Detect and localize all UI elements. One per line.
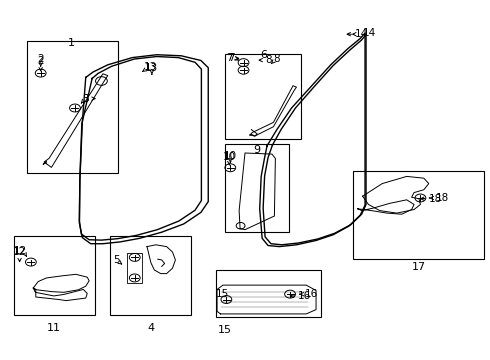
Text: 3: 3: [82, 94, 89, 104]
Bar: [353, 171, 484, 259]
Text: 6: 6: [260, 50, 267, 60]
Bar: [216, 270, 321, 317]
Text: 5: 5: [113, 255, 120, 265]
Text: 2: 2: [37, 56, 44, 66]
Text: 16: 16: [305, 289, 318, 299]
Text: 16: 16: [298, 291, 312, 301]
Text: 10: 10: [224, 151, 237, 161]
Text: 13: 13: [145, 63, 159, 73]
Text: 14: 14: [355, 29, 368, 39]
Text: 14: 14: [363, 28, 376, 38]
Text: 9: 9: [254, 145, 261, 155]
Bar: [225, 54, 301, 139]
Text: 4: 4: [147, 323, 154, 333]
Bar: [225, 144, 289, 232]
Text: 7: 7: [228, 53, 235, 63]
Text: 17: 17: [412, 262, 425, 272]
Text: 18: 18: [436, 193, 449, 203]
Bar: [27, 41, 118, 173]
Text: 8: 8: [273, 54, 280, 64]
Text: 1: 1: [68, 38, 74, 48]
Text: 10: 10: [223, 152, 236, 162]
Text: 11: 11: [47, 323, 61, 333]
Text: 8: 8: [265, 55, 272, 65]
Text: 7: 7: [226, 53, 233, 63]
Text: 3: 3: [82, 94, 89, 104]
Bar: [14, 236, 95, 315]
Text: 13: 13: [144, 62, 158, 72]
Bar: [110, 236, 191, 315]
Text: 2: 2: [37, 54, 44, 64]
Text: 15: 15: [218, 325, 232, 335]
Bar: [127, 253, 142, 283]
Text: 12: 12: [13, 247, 26, 257]
Text: 18: 18: [428, 194, 442, 204]
Text: 12: 12: [14, 246, 27, 256]
Text: 15: 15: [215, 289, 229, 299]
